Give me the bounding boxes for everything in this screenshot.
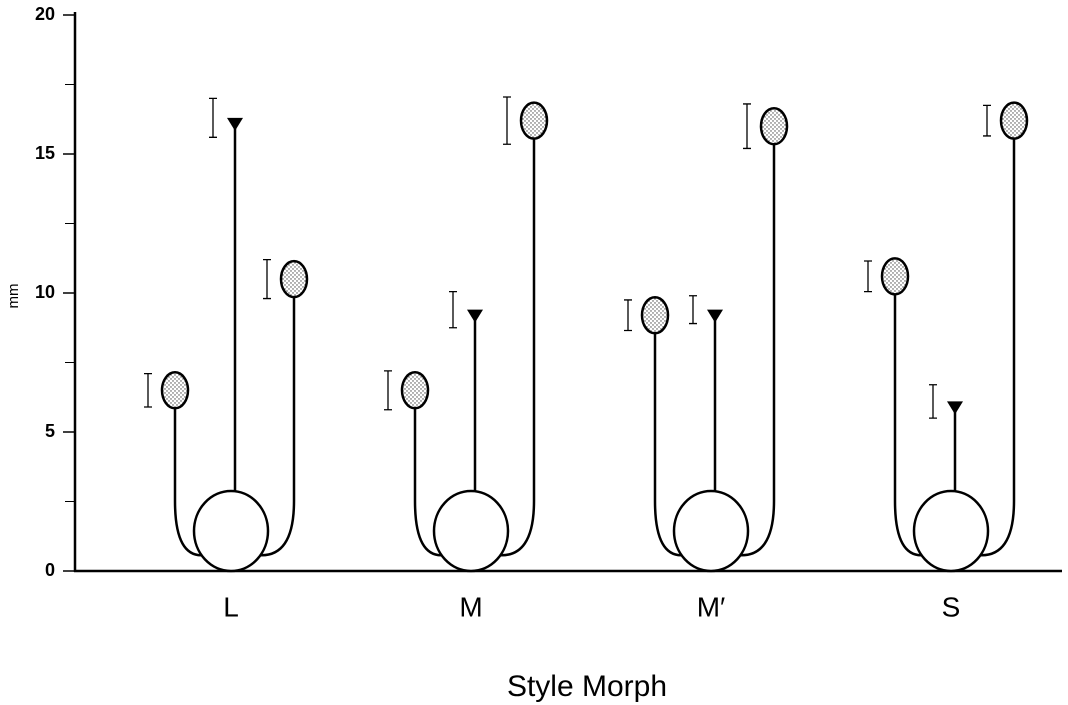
anther [162, 372, 188, 408]
y-tick-label: 15 [35, 143, 55, 163]
page: mm Style Morph 05101520LMM′S (() => { co… [0, 0, 1068, 705]
anther [882, 258, 908, 294]
y-tick-label: 0 [45, 560, 55, 580]
anther [281, 261, 307, 297]
x-tick-label: M [459, 591, 482, 622]
filament [977, 138, 1014, 556]
ovary [434, 491, 508, 571]
x-axis-label: Style Morph [507, 670, 667, 703]
error-bar [384, 371, 392, 410]
filament [497, 138, 534, 556]
y-tick-label: 10 [35, 282, 55, 302]
anther [1001, 103, 1027, 139]
stigma [227, 118, 243, 131]
stigma [947, 401, 963, 414]
ovary [674, 491, 748, 571]
y-axis-label: mm [5, 284, 22, 309]
x-tick-label: M′ [697, 591, 726, 622]
stigma [467, 310, 483, 323]
chart: mm Style Morph 0 5 10 15 20 L M M′ S [0, 0, 1068, 705]
error-bar [449, 292, 457, 328]
error-bar [503, 97, 511, 144]
stigma [707, 310, 723, 323]
error-bar [864, 261, 872, 292]
error-bar [689, 296, 697, 324]
error-bar [983, 105, 991, 136]
error-bar [144, 374, 152, 407]
error-bar [743, 104, 751, 148]
x-tick-label: L [223, 591, 239, 622]
error-bar [929, 385, 937, 418]
anther [761, 108, 787, 144]
anther [402, 372, 428, 408]
ovary [194, 491, 268, 571]
y-tick-label: 5 [45, 421, 55, 441]
error-bar [624, 300, 632, 331]
y-tick-label: 20 [35, 4, 55, 24]
anther [642, 297, 668, 333]
x-tick-label: S [942, 591, 961, 622]
ovary [914, 491, 988, 571]
filament [737, 143, 774, 555]
error-bar [263, 260, 271, 299]
error-bar [209, 98, 217, 137]
anther [521, 103, 547, 139]
